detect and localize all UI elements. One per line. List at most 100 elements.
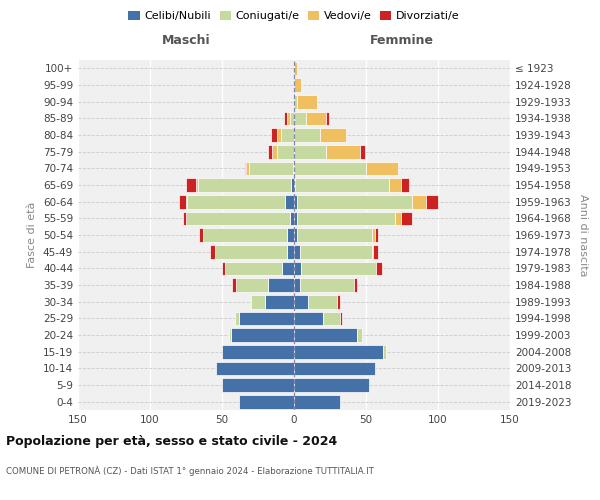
Bar — [293, 162, 294, 175]
Bar — [297, 212, 395, 225]
Bar — [372, 245, 373, 258]
Bar — [337, 295, 340, 308]
Bar — [427, 195, 438, 208]
Bar — [340, 312, 341, 325]
Bar — [179, 195, 186, 208]
Bar — [294, 95, 297, 108]
Bar — [287, 228, 294, 242]
Bar — [245, 162, 247, 175]
Bar — [186, 195, 187, 208]
Bar — [197, 178, 291, 192]
Bar — [290, 112, 294, 125]
Bar — [215, 245, 287, 258]
Bar — [372, 228, 374, 242]
Y-axis label: Anni di nascita: Anni di nascita — [578, 194, 588, 276]
Bar — [300, 245, 372, 258]
Bar — [222, 378, 294, 392]
Bar — [216, 362, 294, 375]
Bar — [239, 312, 294, 325]
Bar — [250, 162, 293, 175]
Bar — [389, 178, 401, 192]
Bar — [196, 178, 197, 192]
Bar — [277, 128, 281, 142]
Bar — [236, 278, 268, 292]
Bar — [294, 228, 297, 242]
Bar — [281, 128, 294, 142]
Bar — [294, 162, 366, 175]
Text: Popolazione per età, sesso e stato civile - 2024: Popolazione per età, sesso e stato civil… — [6, 435, 337, 448]
Bar — [277, 145, 294, 158]
Bar — [222, 262, 225, 275]
Bar — [300, 278, 355, 292]
Bar — [297, 95, 317, 108]
Bar — [271, 128, 277, 142]
Bar — [305, 112, 326, 125]
Bar — [294, 345, 383, 358]
Bar — [294, 395, 340, 408]
Bar — [229, 328, 230, 342]
Bar — [326, 112, 329, 125]
Bar — [211, 245, 215, 258]
Bar — [395, 212, 401, 225]
Bar — [272, 145, 277, 158]
Bar — [401, 178, 409, 192]
Bar — [376, 262, 382, 275]
Bar — [294, 128, 320, 142]
Bar — [294, 278, 300, 292]
Bar — [401, 212, 412, 225]
Bar — [290, 212, 294, 225]
Bar — [203, 228, 287, 242]
Bar — [287, 245, 294, 258]
Bar — [412, 195, 427, 208]
Bar — [294, 378, 369, 392]
Bar — [286, 195, 294, 208]
Bar — [186, 212, 290, 225]
Bar — [183, 212, 186, 225]
Bar — [374, 228, 377, 242]
Bar — [294, 112, 305, 125]
Bar — [199, 228, 203, 242]
Bar — [283, 262, 294, 275]
Bar — [294, 195, 297, 208]
Bar — [301, 262, 376, 275]
Bar — [294, 212, 297, 225]
Bar — [383, 345, 386, 358]
Bar — [239, 395, 294, 408]
Bar — [297, 195, 412, 208]
Bar — [294, 145, 326, 158]
Bar — [294, 78, 301, 92]
Bar — [287, 112, 290, 125]
Text: COMUNE DI PETRONÀ (CZ) - Dati ISTAT 1° gennaio 2024 - Elaborazione TUTTITALIA.IT: COMUNE DI PETRONÀ (CZ) - Dati ISTAT 1° g… — [6, 465, 374, 475]
Bar — [230, 328, 294, 342]
Bar — [284, 112, 287, 125]
Legend: Celibi/Nubili, Coniugati/e, Vedovi/e, Divorziati/e: Celibi/Nubili, Coniugati/e, Vedovi/e, Di… — [124, 6, 464, 25]
Bar — [294, 295, 308, 308]
Bar — [293, 95, 294, 108]
Bar — [326, 145, 360, 158]
Bar — [294, 178, 295, 192]
Bar — [294, 328, 358, 342]
Bar — [360, 145, 365, 158]
Bar — [366, 162, 398, 175]
Bar — [294, 245, 300, 258]
Bar — [294, 262, 301, 275]
Bar — [187, 195, 286, 208]
Bar — [268, 278, 294, 292]
Bar — [294, 312, 323, 325]
Bar — [247, 162, 250, 175]
Bar — [295, 178, 389, 192]
Y-axis label: Fasce di età: Fasce di età — [28, 202, 37, 268]
Bar — [355, 278, 358, 292]
Bar — [308, 295, 337, 308]
Bar — [186, 178, 196, 192]
Bar — [222, 345, 294, 358]
Text: Femmine: Femmine — [370, 34, 434, 46]
Bar — [251, 295, 265, 308]
Bar — [232, 278, 236, 292]
Bar — [320, 128, 346, 142]
Text: Maschi: Maschi — [161, 34, 211, 46]
Bar — [294, 362, 374, 375]
Bar — [235, 312, 239, 325]
Bar — [225, 262, 283, 275]
Bar — [373, 245, 377, 258]
